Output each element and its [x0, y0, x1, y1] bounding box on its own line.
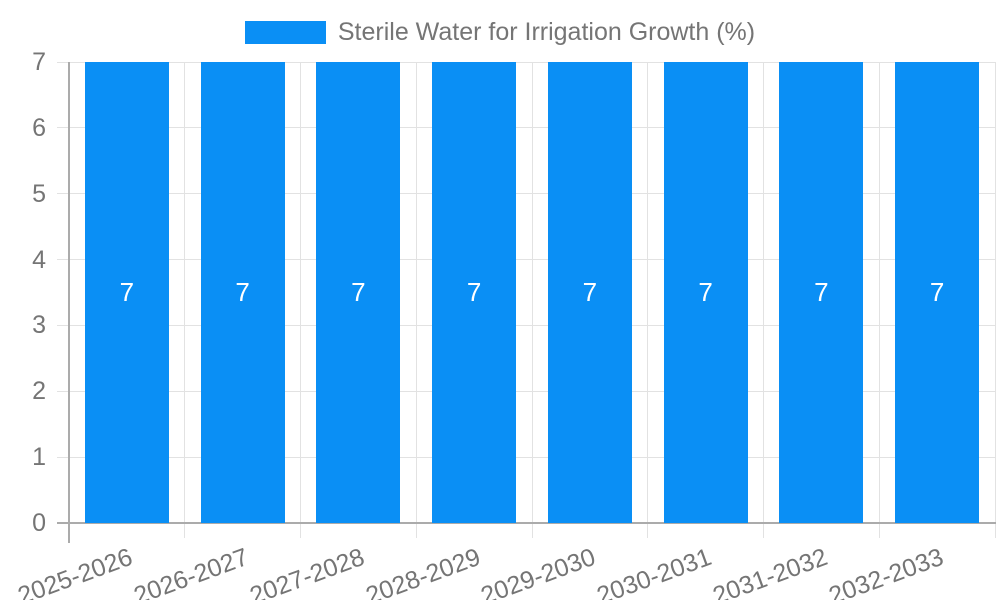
- bar[interactable]: 7: [547, 62, 632, 523]
- x-axis-tick-label: 2030-2031: [593, 543, 716, 600]
- legend-label: Sterile Water for Irrigation Growth (%): [337, 17, 756, 46]
- bar-value-label: 7: [814, 277, 829, 307]
- x-gridline: [763, 62, 764, 538]
- bar[interactable]: 7: [432, 62, 517, 523]
- bar[interactable]: 7: [895, 62, 980, 523]
- y-axis-tick-label: 6: [32, 113, 46, 142]
- x-axis-line: [57, 522, 996, 524]
- legend-swatch: [244, 20, 326, 44]
- bar-value-label: 7: [929, 277, 945, 307]
- bar-value-label: 7: [119, 277, 135, 307]
- y-gridline: [57, 127, 995, 129]
- x-gridline: [415, 62, 417, 538]
- y-gridline: [57, 324, 995, 326]
- x-axis-tick-label: 2032-2033: [824, 543, 947, 600]
- bar[interactable]: 7: [663, 62, 748, 523]
- x-axis-tick-label: 2031-2032: [709, 543, 831, 600]
- bar[interactable]: 7: [316, 62, 401, 523]
- bar[interactable]: 7: [84, 62, 169, 523]
- y-axis-tick-label: 4: [32, 245, 46, 274]
- y-gridline: [57, 259, 995, 261]
- x-axis-tick-label: 2028-2029: [361, 543, 484, 600]
- x-axis-tick-label: 2029-2030: [477, 543, 600, 600]
- x-gridline: [878, 62, 880, 538]
- y-axis-tick-label: 3: [32, 311, 46, 340]
- bar-value-label: 7: [351, 277, 366, 307]
- bar-value-label: 7: [582, 277, 598, 307]
- y-axis-tick-label: 0: [32, 509, 46, 537]
- y-gridline: [57, 61, 995, 63]
- y-gridline: [57, 193, 995, 195]
- x-axis-tick-label: 2025-2026: [14, 543, 137, 600]
- y-axis-tick-label: 2: [32, 377, 46, 406]
- bar-value-label: 7: [698, 277, 713, 307]
- x-gridline: [300, 62, 301, 538]
- x-axis-tick-label: 2027-2028: [246, 543, 368, 600]
- x-gridline: [994, 62, 996, 538]
- bar[interactable]: 7: [200, 62, 285, 523]
- x-gridline: [647, 62, 649, 538]
- x-axis-tick-label: 2026-2027: [130, 543, 253, 600]
- y-axis-tick-label: 1: [32, 443, 46, 472]
- legend-item[interactable]: Sterile Water for Irrigation Growth (%): [0, 17, 1000, 46]
- bar[interactable]: 7: [779, 62, 864, 523]
- x-gridline: [531, 62, 533, 538]
- y-axis-tick-label: 7: [32, 48, 46, 76]
- y-gridline: [57, 390, 995, 392]
- y-axis-line: [68, 62, 70, 543]
- bar-value-label: 7: [466, 277, 482, 307]
- x-gridline: [184, 62, 186, 538]
- bar-value-label: 7: [235, 277, 250, 307]
- y-axis-tick-label: 5: [32, 179, 46, 208]
- y-gridline: [57, 456, 995, 458]
